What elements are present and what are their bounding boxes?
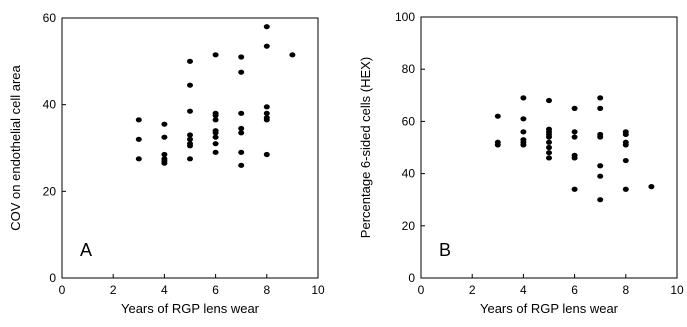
- data-point-b: [494, 142, 501, 148]
- data-point-a: [212, 141, 219, 147]
- data-point-a: [135, 117, 142, 123]
- data-point-b: [520, 95, 527, 101]
- x-tick-label-b: 10: [670, 283, 684, 297]
- data-point-b: [597, 105, 604, 111]
- data-point-a: [263, 43, 270, 49]
- plot-frame-b: [420, 16, 678, 279]
- data-point-a: [187, 82, 193, 88]
- data-point-a: [238, 149, 245, 155]
- data-point-a: [212, 52, 219, 58]
- data-point-a: [187, 143, 193, 149]
- data-point-b: [520, 129, 527, 135]
- y-tick-label-b: 20: [402, 219, 416, 233]
- data-point-a: [263, 110, 270, 116]
- panel-letter-b: B: [439, 240, 451, 260]
- data-point-a: [238, 162, 245, 168]
- x-tick-label-b: 2: [469, 283, 476, 297]
- data-point-a: [161, 151, 168, 158]
- x-axis-label-a: Years of RGP lens wear: [121, 301, 260, 316]
- data-point-a: [187, 108, 193, 114]
- data-point-a: [212, 149, 219, 155]
- x-tick-label-a: 8: [263, 283, 270, 297]
- data-point-a: [212, 117, 219, 123]
- data-point-b: [648, 184, 655, 190]
- data-point-b: [520, 116, 527, 122]
- data-point-a: [238, 125, 245, 132]
- y-tick-label-a: 0: [49, 271, 56, 285]
- data-point-b: [597, 173, 604, 179]
- x-tick-label-a: 2: [110, 283, 117, 297]
- data-point-a: [238, 110, 245, 116]
- chart-panel-a: 0 2 4 6 8 10 0 20 40 60 Years of RGP lens wear COV …: [8, 11, 325, 316]
- data-point-a: [212, 112, 219, 119]
- data-point-a: [161, 134, 168, 140]
- x-tick-label-b: 8: [622, 283, 629, 297]
- data-point-b: [546, 155, 552, 161]
- x-tick-label-a: 10: [311, 283, 325, 297]
- data-point-b: [597, 163, 604, 169]
- data-point-a: [289, 52, 296, 58]
- data-point-b: [622, 157, 629, 164]
- x-tick-label-b: 6: [571, 283, 578, 297]
- y-tick-label-b: 40: [402, 167, 416, 181]
- data-point-b: [622, 131, 629, 138]
- data-point-a: [212, 130, 219, 136]
- y-tick-label-b: 0: [408, 271, 415, 285]
- y-tick-label-b: 60: [402, 114, 416, 128]
- data-point-b: [597, 197, 604, 203]
- data-point-b: [622, 142, 629, 148]
- y-axis-label-a: COV on endothelial cell area: [8, 64, 23, 230]
- data-point-a: [263, 24, 270, 30]
- data-point-a: [187, 132, 193, 138]
- data-point-b: [622, 186, 629, 192]
- y-tick-label-a: 60: [43, 11, 57, 25]
- data-point-a: [187, 136, 193, 142]
- y-tick-label-b: 80: [402, 62, 416, 76]
- data-point-a: [238, 54, 245, 60]
- x-tick-label-a: 6: [212, 283, 219, 297]
- x-tick-label-a: 4: [161, 283, 168, 297]
- data-point-a: [161, 121, 168, 127]
- data-point-a: [135, 156, 142, 162]
- data-point-a: [187, 58, 193, 64]
- x-tick-label-b: 4: [520, 283, 527, 297]
- y-tick-label-a: 40: [43, 98, 57, 112]
- data-point-b: [520, 142, 527, 148]
- data-point-b: [571, 129, 578, 135]
- data-point-b: [494, 113, 501, 119]
- data-point-b: [597, 134, 604, 140]
- data-point-b: [546, 144, 552, 151]
- y-tick-label-b: 100: [395, 10, 415, 24]
- x-tick-label-a: 0: [59, 283, 66, 297]
- panel-letter-a: A: [80, 240, 92, 260]
- x-tick-label-b: 0: [418, 283, 425, 297]
- data-point-b: [571, 186, 578, 192]
- data-point-b: [571, 134, 578, 140]
- data-point-a: [238, 69, 245, 75]
- data-point-a: [263, 104, 270, 110]
- data-point-b: [597, 95, 604, 101]
- data-point-b: [546, 139, 552, 145]
- data-point-b: [571, 155, 578, 161]
- y-axis-label-b: Percentage 6-sided cells (HEX): [358, 57, 373, 238]
- data-point-b: [571, 105, 578, 111]
- data-point-a: [238, 130, 245, 136]
- data-point-a: [161, 160, 168, 166]
- data-point-a: [212, 134, 219, 140]
- data-point-b: [546, 97, 552, 104]
- data-point-b: [546, 134, 552, 140]
- data-point-a: [135, 136, 142, 142]
- data-point-a: [263, 151, 270, 158]
- y-tick-label-a: 20: [43, 184, 57, 198]
- data-point-a: [187, 156, 193, 162]
- x-axis-label-b: Years of RGP lens wear: [480, 301, 619, 316]
- data-point-b: [546, 150, 552, 156]
- data-point-a: [263, 117, 270, 123]
- plot-frame-a: [61, 17, 319, 279]
